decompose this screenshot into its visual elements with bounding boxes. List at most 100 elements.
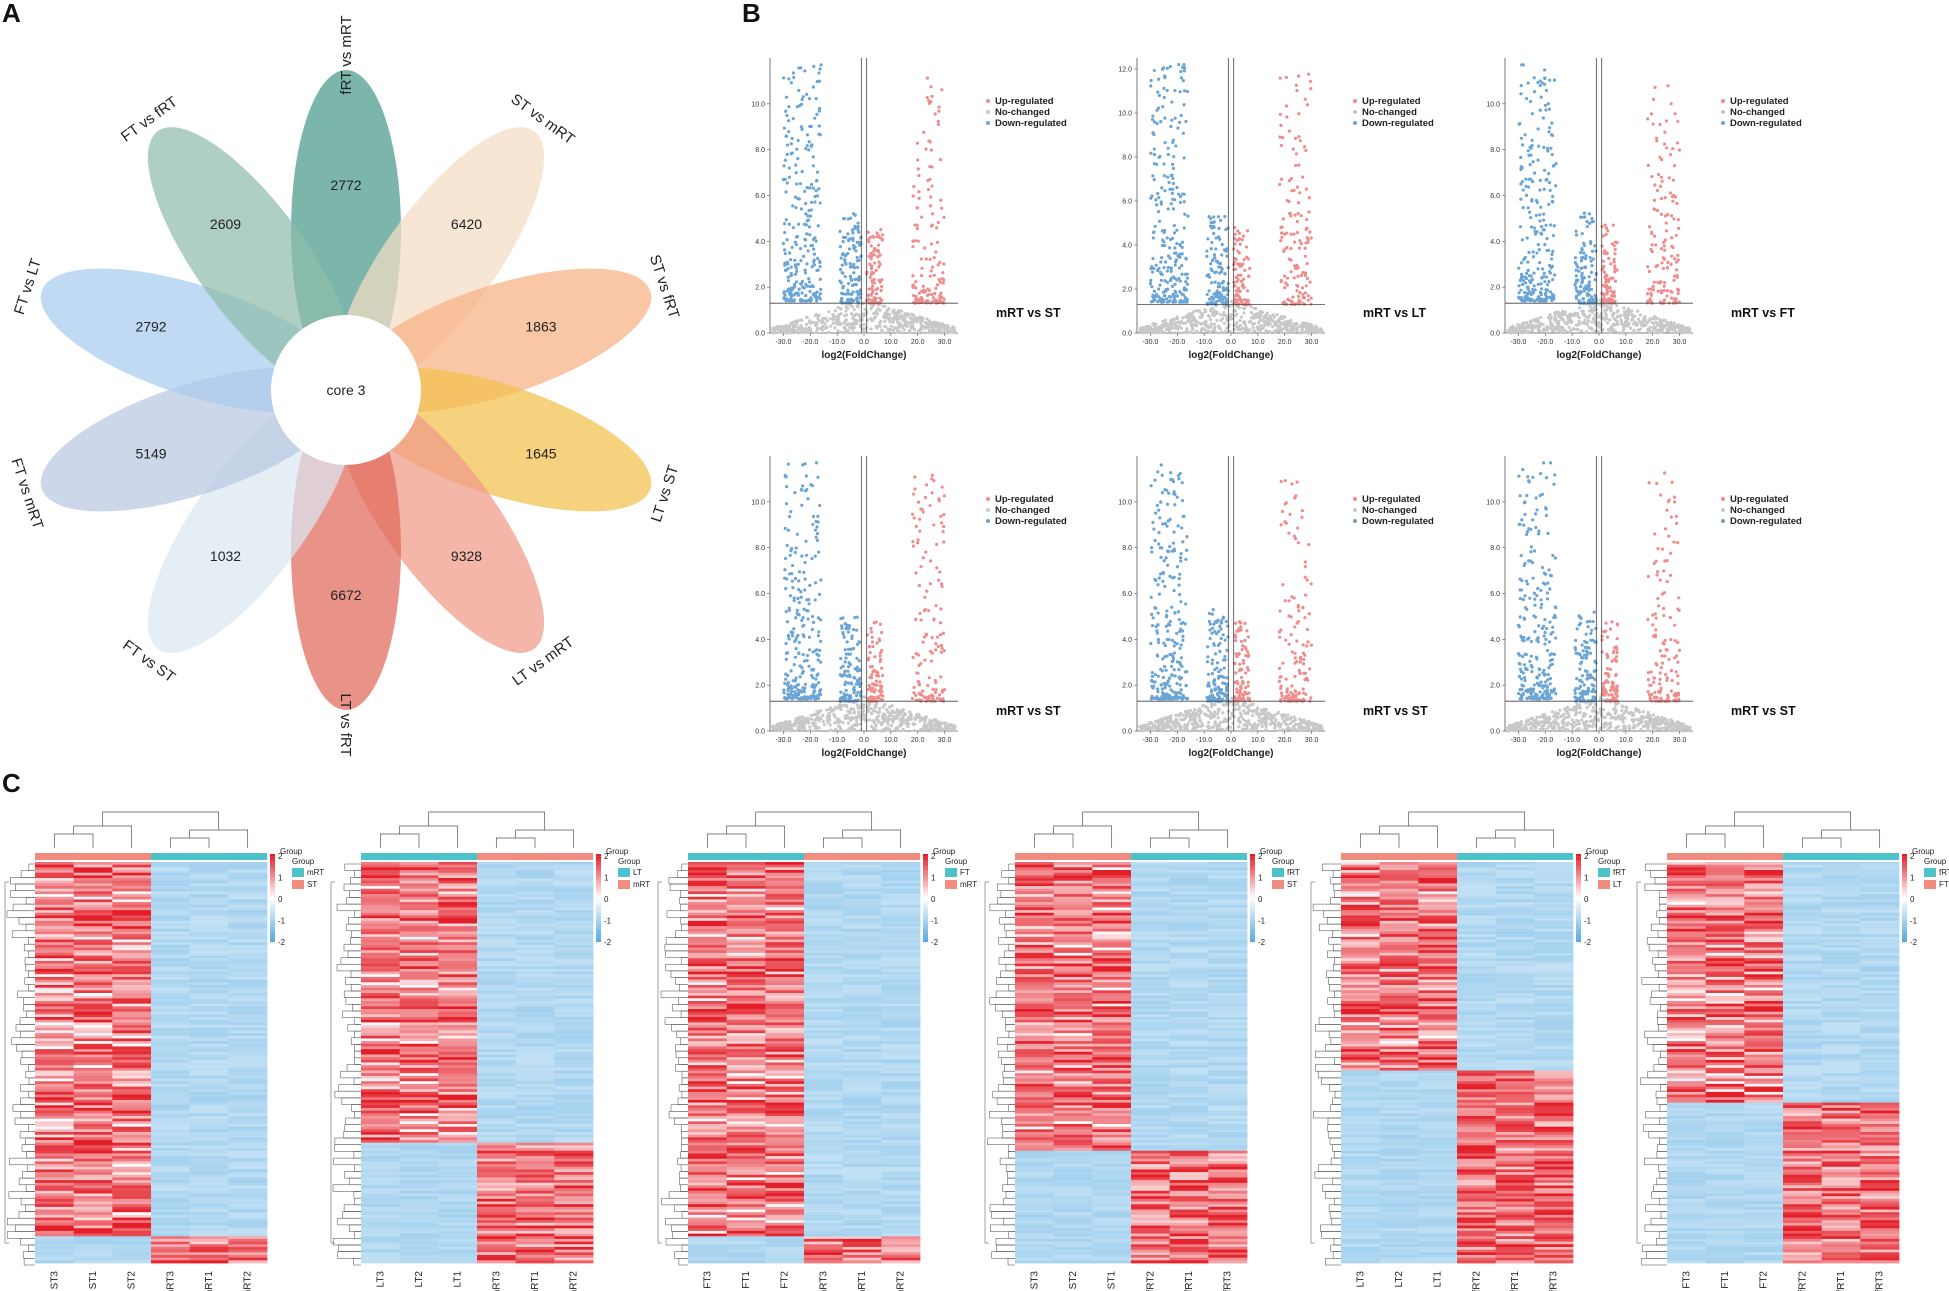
point-up-regulated [931, 296, 936, 300]
point-down-regulated [784, 109, 788, 113]
point-up-regulated [880, 666, 884, 670]
petal-8 [40, 268, 347, 413]
point-no-changed [804, 322, 809, 327]
point-down-regulated [792, 75, 796, 80]
point-no-changed [1542, 327, 1546, 331]
point-down-regulated [839, 256, 843, 260]
point-no-changed [844, 309, 848, 313]
point-down-regulated [1180, 264, 1184, 268]
point-up-regulated [1656, 289, 1660, 293]
point-up-regulated [878, 280, 882, 284]
point-no-changed [934, 723, 938, 727]
point-down-regulated [855, 297, 859, 301]
point-down-regulated [784, 190, 788, 194]
point-no-changed [1599, 316, 1603, 320]
point-up-regulated [1278, 135, 1282, 139]
point-down-regulated [782, 76, 786, 80]
point-no-changed [876, 307, 880, 311]
point-no-changed [898, 711, 902, 715]
point-no-changed [1300, 330, 1304, 335]
point-up-regulated [1659, 280, 1663, 284]
point-no-changed [929, 725, 933, 729]
point-up-regulated [1654, 243, 1658, 247]
volcano-plot-grid: 0.02.04.06.08.010.0-30.0 -20.0 -10.0 0.0 10.… [751, 58, 1802, 759]
point-down-regulated [795, 269, 799, 273]
point-down-regulated [813, 194, 817, 199]
point-no-changed [1201, 729, 1205, 733]
point-up-regulated [1676, 253, 1680, 257]
point-no-changed [1597, 320, 1601, 324]
point-down-regulated [1543, 243, 1547, 247]
point-up-regulated [923, 246, 927, 250]
point-down-regulated [1591, 219, 1595, 224]
point-no-changed [1247, 320, 1251, 324]
point-down-regulated [795, 147, 799, 151]
point-no-changed [887, 329, 891, 333]
point-up-regulated [1663, 130, 1667, 134]
point-no-changed [842, 331, 846, 335]
point-no-changed [1172, 322, 1176, 326]
point-down-regulated [811, 676, 815, 680]
point-no-changed [901, 714, 905, 718]
point-no-changed [1240, 331, 1244, 335]
point-down-regulated [1542, 212, 1546, 216]
point-down-regulated [813, 528, 818, 532]
legend-label: No-changed [1362, 107, 1417, 118]
point-down-regulated [1579, 215, 1583, 219]
point-no-changed [1215, 318, 1219, 322]
point-down-regulated [784, 268, 788, 273]
point-down-regulated [1577, 269, 1581, 273]
panel-label-b: B [742, 0, 761, 28]
point-no-changed [846, 721, 851, 725]
point-down-regulated [806, 609, 810, 613]
point-no-changed [1139, 329, 1144, 333]
point-up-regulated [942, 297, 946, 301]
point-up-regulated [1237, 295, 1242, 299]
legend-marker [986, 497, 990, 501]
point-down-regulated [802, 659, 806, 663]
point-up-regulated [1668, 153, 1673, 157]
point-no-changed [883, 713, 887, 717]
point-up-regulated [920, 215, 924, 219]
point-down-regulated [807, 280, 812, 284]
point-no-changed [825, 319, 829, 323]
point-down-regulated [1550, 133, 1555, 137]
point-no-changed [1530, 328, 1535, 332]
point-no-changed [1608, 327, 1612, 331]
point-up-regulated [869, 272, 873, 276]
point-up-regulated [1649, 112, 1654, 116]
point-up-regulated [880, 684, 884, 689]
point-down-regulated [817, 71, 821, 75]
point-no-changed [1198, 718, 1202, 722]
point-no-changed [1182, 330, 1186, 335]
point-up-regulated [919, 698, 924, 703]
point-no-changed [894, 326, 898, 330]
point-down-regulated [1552, 78, 1557, 82]
point-no-changed [869, 706, 873, 711]
point-down-regulated [801, 686, 805, 690]
point-up-regulated [933, 291, 937, 296]
point-no-changed [1244, 705, 1249, 709]
point-up-regulated [935, 696, 939, 700]
point-no-changed [839, 707, 843, 712]
point-no-changed [929, 720, 933, 724]
point-down-regulated [818, 201, 822, 205]
point-down-regulated [783, 297, 787, 301]
point-no-changed [895, 330, 899, 334]
point-down-regulated [1539, 224, 1544, 229]
point-down-regulated [1540, 276, 1544, 280]
point-up-regulated [1652, 280, 1656, 284]
point-up-regulated [934, 286, 938, 291]
point-down-regulated [804, 146, 808, 151]
petal-shape [147, 127, 356, 394]
point-no-changed [852, 308, 856, 312]
point-down-regulated [1166, 175, 1170, 179]
point-up-regulated [930, 477, 934, 481]
point-up-regulated [911, 492, 916, 496]
point-down-regulated [1532, 171, 1537, 175]
point-up-regulated [1609, 294, 1614, 298]
point-down-regulated [811, 237, 816, 241]
x-tick-label: 0.0 [1594, 339, 1604, 346]
point-no-changed [1249, 310, 1254, 315]
point-down-regulated [1530, 198, 1534, 202]
